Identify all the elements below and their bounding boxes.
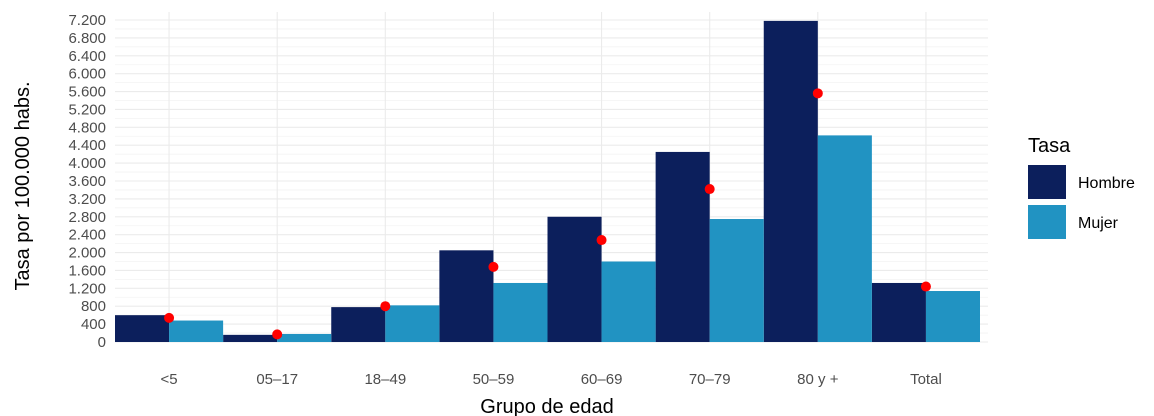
y-tick-label: 2.400 [68, 227, 106, 244]
legend-label-hombre: Hombre [1078, 175, 1135, 192]
legend-swatch-mujer [1028, 205, 1066, 239]
point-0 [164, 312, 175, 323]
y-tick-label: 0 [98, 334, 106, 351]
y-tick-label: 3.200 [68, 191, 106, 208]
legend-label-mujer: Mujer [1078, 215, 1119, 232]
y-tick-label: 4.000 [68, 155, 106, 172]
x-tick-label: 50–59 [473, 371, 515, 388]
y-tick-label: 400 [81, 316, 106, 333]
bar-hombre-4 [547, 216, 602, 342]
bar-hombre-3 [439, 250, 494, 342]
point-6 [812, 88, 823, 99]
bar-hombre-6 [763, 20, 818, 343]
x-tick-label: 60–69 [581, 371, 623, 388]
y-tick-label: 1.600 [68, 262, 106, 279]
x-tick-label: 70–79 [689, 371, 731, 388]
bar-mujer-4 [601, 261, 656, 342]
bar-mujer-0 [169, 320, 224, 342]
bar-hombre-0 [115, 315, 170, 342]
y-tick-label: 7.200 [68, 12, 106, 29]
y-tick-label: 5.200 [68, 101, 106, 118]
bars [115, 20, 980, 343]
legend-swatch-hombre [1028, 165, 1066, 199]
y-tick-label: 6.800 [68, 30, 106, 47]
bar-mujer-5 [709, 219, 764, 342]
y-tick-label: 5.600 [68, 84, 106, 101]
y-axis-ticks: 04008001.2001.6002.0002.4002.8003.2003.6… [68, 12, 106, 351]
bar-mujer-7 [925, 291, 980, 342]
point-7 [920, 281, 931, 292]
y-tick-label: 4.400 [68, 137, 106, 154]
legend-title: Tasa [1028, 135, 1071, 157]
y-tick-label: 800 [81, 298, 106, 315]
bar-hombre-1 [223, 334, 278, 342]
legend: Tasa Hombre Mujer [1028, 135, 1135, 239]
y-tick-label: 2.000 [68, 245, 106, 262]
y-tick-label: 4.800 [68, 119, 106, 136]
y-tick-label: 2.800 [68, 209, 106, 226]
bar-hombre-5 [655, 151, 710, 342]
bar-mujer-6 [817, 135, 872, 342]
y-tick-label: 3.600 [68, 173, 106, 190]
bar-hombre-7 [871, 282, 926, 342]
y-tick-label: 6.000 [68, 66, 106, 83]
bar-mujer-1 [277, 333, 332, 342]
y-tick-label: 6.400 [68, 48, 106, 65]
point-4 [596, 235, 607, 246]
x-tick-label: 80 y + [797, 371, 839, 388]
y-axis-title: Tasa por 100.000 habs. [12, 81, 34, 290]
bar-hombre-2 [331, 307, 386, 342]
x-axis-title: Grupo de edad [480, 396, 613, 416]
x-tick-label: 18–49 [364, 371, 406, 388]
point-3 [488, 261, 499, 272]
y-tick-label: 1.200 [68, 280, 106, 297]
x-tick-label: <5 [161, 371, 178, 388]
x-tick-label: 05–17 [256, 371, 298, 388]
point-5 [704, 184, 715, 195]
point-2 [380, 301, 391, 312]
bar-mujer-2 [385, 305, 440, 342]
x-axis-ticks: <5 05–17 18–49 50–59 60–69 70–79 80 y + Total [161, 371, 942, 388]
x-tick-label: Total [910, 371, 942, 388]
points [164, 88, 931, 340]
point-1 [272, 329, 283, 340]
bar-mujer-3 [493, 282, 548, 342]
